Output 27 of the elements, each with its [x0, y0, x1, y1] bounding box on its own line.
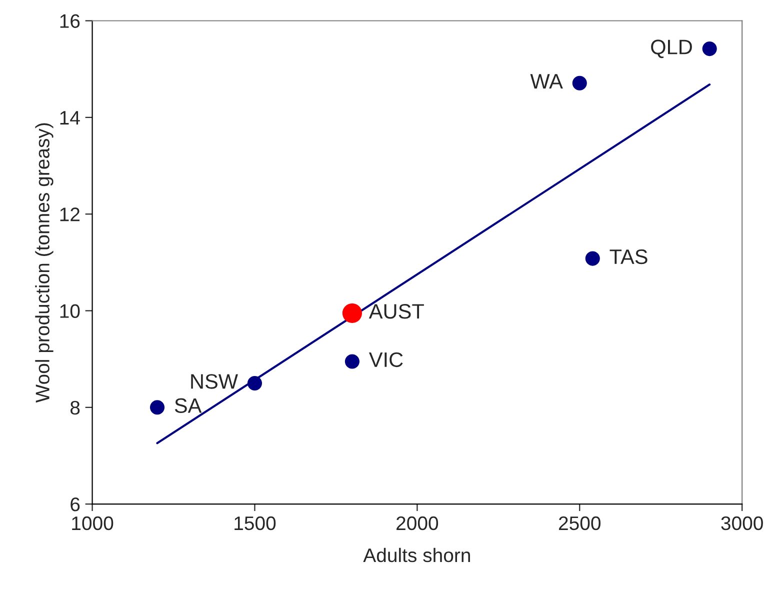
y-tick-label: 12	[60, 208, 80, 222]
data-label: NSW	[191, 374, 238, 389]
data-label: AUST	[368, 304, 424, 319]
point	[150, 400, 165, 415]
data-label: VIC	[368, 352, 403, 368]
y-tick-label: 10	[60, 304, 80, 318]
x-axis-title: Adults shorn	[363, 548, 470, 562]
data-label: SA	[174, 398, 202, 413]
point	[342, 303, 362, 323]
point	[572, 76, 587, 90]
point	[702, 42, 717, 56]
y-tick-label: 8	[70, 400, 80, 415]
y-tick-label: 6	[70, 498, 80, 512]
data-label: QLD	[651, 40, 692, 58]
data-label: TAS	[610, 249, 648, 264]
point	[344, 354, 360, 369]
point	[247, 376, 262, 391]
x-tick-label: 3000	[721, 516, 763, 530]
y-axis-title: Wool production (tonnes greasy)	[35, 123, 54, 403]
point	[585, 251, 600, 266]
data-label: WA	[530, 74, 563, 88]
x-tick-label: 1500	[234, 516, 276, 530]
x-tick-label: 1000	[72, 516, 114, 530]
x-tick-label: 2000	[396, 516, 438, 530]
x-tick-label: 2500	[558, 516, 601, 530]
y-tick-label: 14	[60, 111, 80, 124]
y-tick-label: 16	[60, 14, 80, 28]
